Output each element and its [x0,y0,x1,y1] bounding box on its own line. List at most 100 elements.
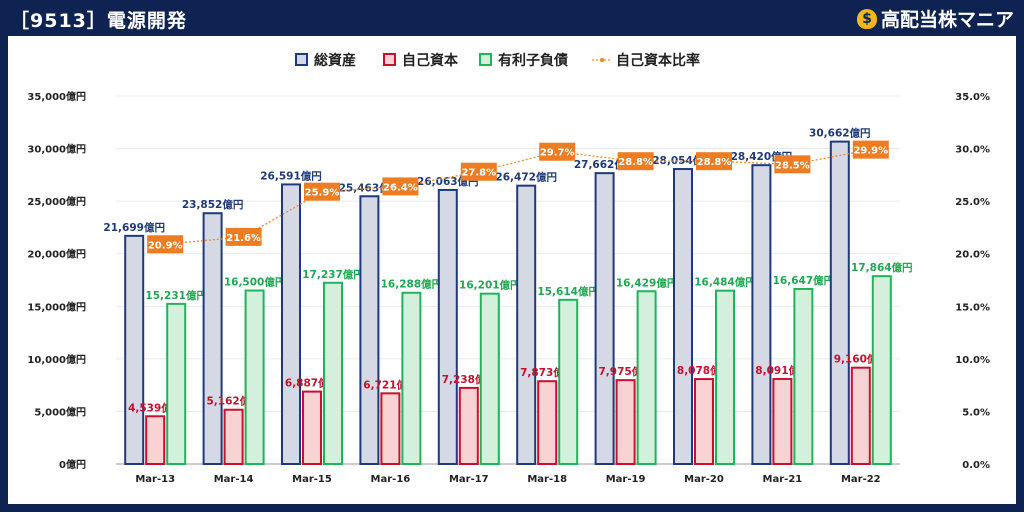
equity-bar [145,415,166,466]
y-right-tick-label: 25.0% [955,197,990,208]
total-assets-bar [359,195,380,465]
total-assets-bar [751,164,772,466]
total-assets-value-label: 26,591億円 [260,169,322,182]
legend-marker [599,57,605,63]
x-tick-label: Mar-22 [841,474,881,485]
debt-bar [401,291,422,465]
y-left-tick-label: 0億円 [59,458,86,471]
equity-bar [380,392,401,466]
ratio-value-label: 21.6% [226,233,261,244]
y-left-tick-label: 15,000億円 [27,300,86,313]
money-bag-icon: $ [856,8,877,29]
debt-value-label: 16,484億円 [694,276,756,289]
total-assets-bar [594,172,615,465]
y-left-tick-label: 25,000億円 [27,195,86,208]
equity-bar [772,377,793,466]
y-right-tick-label: 20.0% [955,250,990,261]
debt-bar [244,289,265,465]
total-assets-bar [281,183,301,465]
y-left-tick-label: 20,000億円 [27,248,86,261]
ratio-value-label: 28.8% [697,157,732,168]
debt-value-label: 16,500億円 [224,276,286,289]
ratio-label-bg [774,155,811,174]
x-tick-label: Mar-21 [763,474,803,485]
debt-bar [715,289,735,465]
legend-label: 自己資本 [402,52,459,69]
ratio-value-label: 28.8% [618,157,653,168]
ratio-label-bg [147,235,184,254]
x-tick-label: Mar-14 [214,474,254,485]
legend-label: 有利子負債 [498,52,568,69]
legend-label: 総資産 [314,52,356,69]
legend-label: 自己資本比率 [616,52,700,69]
ratio-value-label: 25.9% [305,188,340,199]
y-right-tick-label: 0.0% [962,460,990,471]
brand-logo: $ 高配当株マニア [856,5,1014,32]
x-tick-label: Mar-15 [292,474,332,485]
chart-svg: 0億円 0.0% 5,000億円 5.0% 10,000億円 10.0% 15,000億円 1… [27,52,990,485]
ratio-value-label: 27.8% [461,168,496,179]
y-right-tick-label: 35.0% [955,92,990,103]
x-tick-label: Mar-20 [684,474,724,485]
brand-name: 高配当株マニア [880,9,1014,31]
ratio-value-label: 28.5% [775,160,810,171]
y-left-tick-label: 35,000億円 [27,90,86,103]
ratio-line [165,148,871,245]
equity-bar [615,379,636,465]
total-assets-value-label: 23,852億円 [182,198,244,211]
ratio-value-label: 20.9% [148,240,183,251]
y-left-tick-label: 10,000億円 [27,353,86,366]
debt-bar [636,290,657,465]
y-right-tick-label: 15.0% [955,302,990,313]
debt-bar [479,292,500,465]
ratio-label-bg [382,177,419,196]
page-title: ［9513］電源開発 [10,10,187,32]
debt-value-label: 16,647億円 [773,274,835,287]
ratio-label-bg [304,182,340,201]
total-assets-bar [202,212,223,465]
ratio-label-bg [696,152,732,171]
total-assets-value-label: 30,662億円 [809,127,871,140]
ratio-label-bg [460,162,497,181]
equity-bar [302,390,322,465]
total-assets-bar [124,234,145,465]
ratio-label-bg [852,140,889,159]
legend-swatch [295,53,308,66]
ratio-value-label: 26.4% [383,182,418,193]
legend-swatch [479,53,492,66]
y-left-tick-label: 5,000億円 [34,405,86,418]
ratio-value-label: 29.7% [540,148,575,159]
ratio-value-label: 29.9% [853,146,888,157]
debt-bar [871,275,892,465]
x-tick-label: Mar-16 [371,474,411,485]
x-tick-label: Mar-13 [135,474,175,485]
ratio-label-bg [539,142,576,161]
debt-value-label: 17,237億円 [302,268,364,281]
y-right-tick-label: 5.0% [962,407,990,418]
total-assets-bar [829,140,850,466]
debt-value-label: 17,864億円 [851,261,913,274]
debt-bar [166,302,187,465]
y-right-tick-label: 10.0% [955,355,990,366]
debt-value-label: 16,201億円 [459,279,521,292]
debt-value-label: 16,429億円 [616,276,678,289]
equity-bar [458,386,479,466]
debt-bar [558,298,579,466]
equity-bar [537,380,558,466]
chart-panel: 0億円 0.0% 5,000億円 5.0% 10,000億円 10.0% 15,000億円 1… [8,36,1016,504]
total-assets-bar [437,188,458,465]
total-assets-bar [516,184,537,465]
ratio-label-bg [617,152,654,171]
equity-bar [223,408,244,465]
ratio-label-bg [225,227,262,246]
debt-bar [323,281,343,465]
y-left-tick-label: 30,000億円 [27,143,86,156]
equity-bar [694,378,714,466]
y-right-tick-label: 30.0% [955,145,990,156]
debt-bar [793,287,814,465]
debt-value-label: 16,288億円 [381,278,443,291]
total-assets-bar [673,168,693,465]
x-tick-label: Mar-18 [527,474,567,485]
x-tick-label: Mar-19 [606,474,646,485]
total-assets-value-label: 26,472億円 [495,171,557,184]
